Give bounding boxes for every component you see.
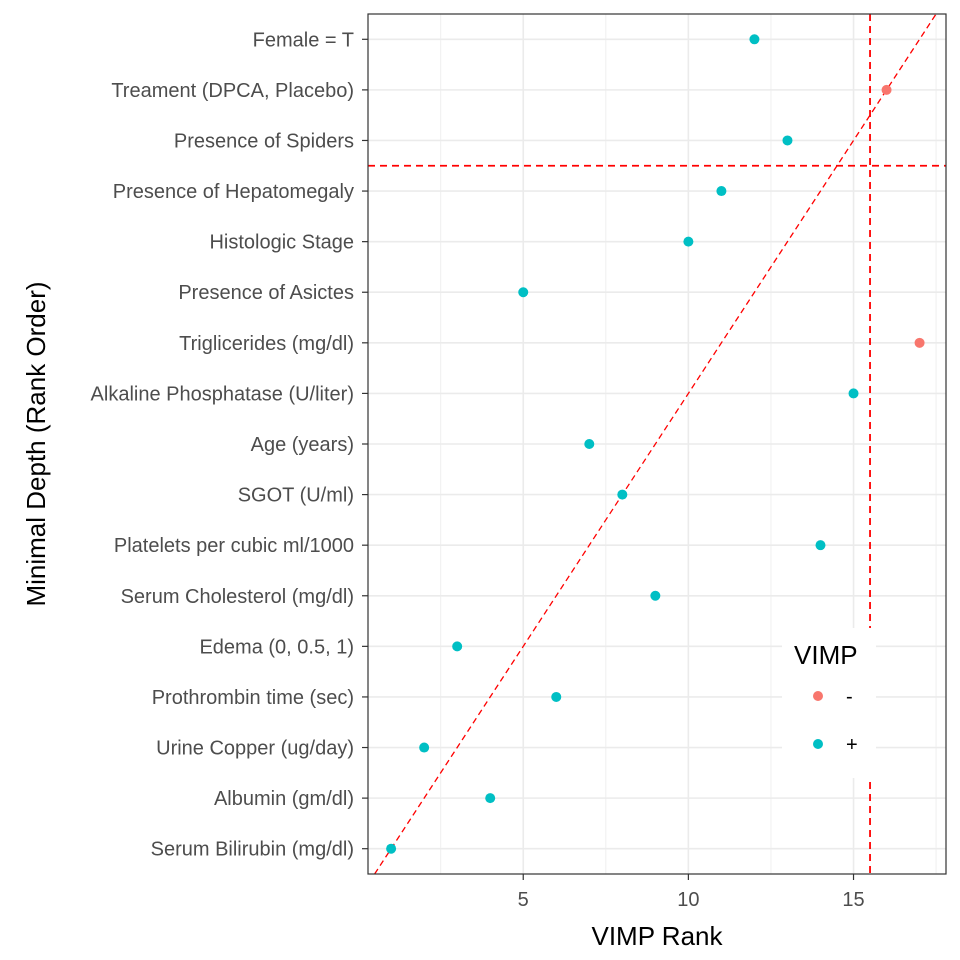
x-tick-label: 5 [518,889,529,911]
y-tick-label: Serum Bilirubin (mg/dl) [151,839,354,861]
x-tick-label: 10 [677,889,699,911]
legend: VIMP - + [782,628,876,778]
data-point [551,691,562,702]
y-tick-label: SGOT (U/ml) [238,485,354,507]
legend-key-positive [813,739,823,749]
y-tick-label: Urine Copper (ug/day) [156,738,354,760]
y-tick-label: Albumin (gm/dl) [214,788,354,810]
data-point [782,135,793,146]
y-tick-label: Age (years) [251,434,354,456]
data-point [683,236,694,247]
data-point [518,287,529,298]
x-tick-label: 15 [842,889,864,911]
data-point [386,843,397,854]
data-point [419,742,430,753]
data-point [848,388,859,399]
diagonal-reference-line [374,13,937,875]
y-axis-title: Minimal Depth (Rank Order) [21,281,51,606]
y-tick-label: Histologic Stage [209,232,354,254]
data-point [716,186,727,197]
legend-background [782,628,876,778]
data-point [650,590,661,601]
legend-key-negative [813,691,823,701]
y-tick-label: Female = T [253,29,354,51]
data-point [584,439,595,449]
data-point [485,793,496,804]
y-tick-label: Alkaline Phosphatase (U/liter) [91,383,354,405]
y-tick-label: Presence of Hepatomegaly [113,181,354,203]
y-tick-label: Prothrombin time (sec) [152,687,354,709]
y-tick-label: Presence of Spiders [174,130,354,152]
reference-lines [368,13,946,875]
x-axis-title: VIMP Rank [591,921,723,951]
y-axis-ticks: Serum Bilirubin (mg/dl) Albumin (gm/dl) Ur… [91,29,368,861]
x-axis-ticks: 5 10 15 [518,874,865,911]
data-point [617,489,628,500]
data-point [749,34,760,45]
legend-title: VIMP [794,640,858,670]
y-tick-label: Presence of Asictes [178,282,354,304]
y-tick-label: Serum Cholesterol (mg/dl) [121,586,354,608]
y-tick-label: Edema (0, 0.5, 1) [199,636,354,658]
data-point [452,641,463,652]
y-tick-label: Platelets per cubic ml/1000 [114,535,354,557]
data-point [815,540,826,551]
data-points [386,34,925,854]
legend-label-negative: - [846,686,853,708]
y-tick-label: Treament (DPCA, Placebo) [111,80,354,102]
data-point [881,84,892,95]
y-tick-label: Triglicerides (mg/dl) [179,333,354,355]
data-point [914,337,925,348]
legend-label-positive: + [846,734,858,756]
